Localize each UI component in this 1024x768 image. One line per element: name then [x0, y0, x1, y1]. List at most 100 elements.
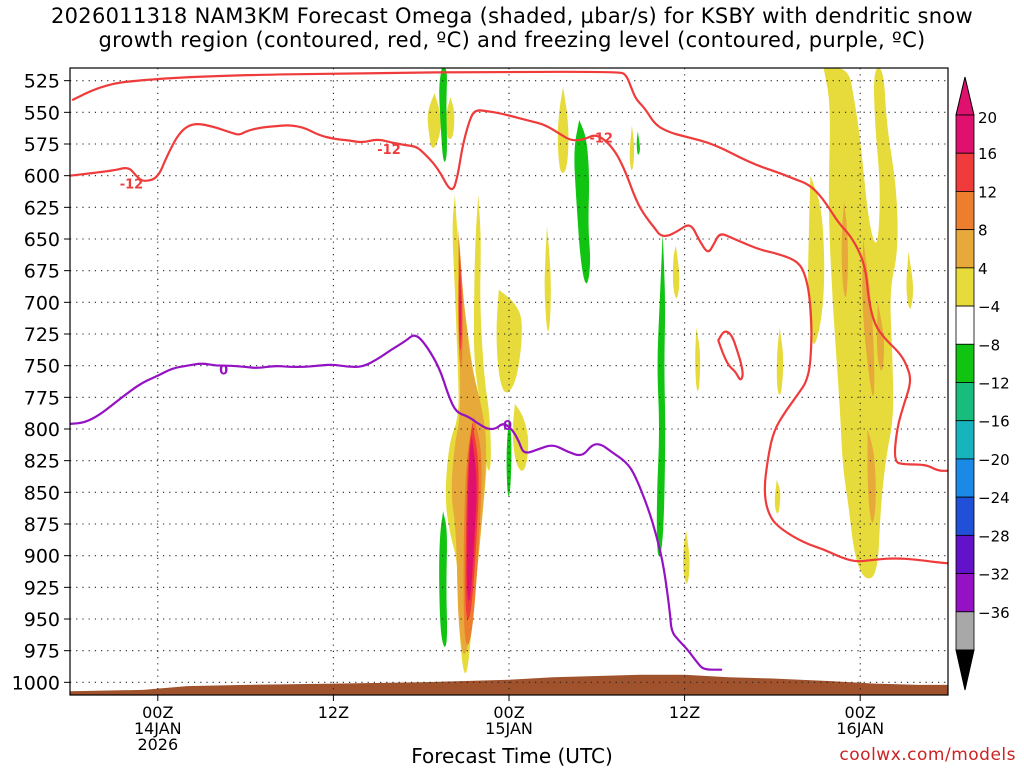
- colorbar-label-7: −12: [978, 375, 1010, 393]
- colorbar-swatch-11: [955, 534, 975, 574]
- contour-label-1: -12: [377, 143, 401, 158]
- omega-shade-4-8-1: [445, 97, 455, 140]
- x-tick-label-30-0: 00Z: [493, 703, 524, 722]
- omega-shade-4-8-12: [776, 327, 784, 395]
- colorbar: 20 16 12 8 4 −4 −8 −12 −16 −20 −24 −28 −32 −36: [955, 76, 1010, 691]
- omega-shade-4-8-0: [427, 93, 441, 148]
- y-tick-label-675: 675: [24, 261, 60, 283]
- omega-shade-4-8-3: [473, 194, 491, 471]
- x-tick-label-54-1: 16JAN: [836, 719, 884, 738]
- colorbar-swatch-7: [955, 382, 975, 422]
- colorbar-label-0: 20: [978, 109, 997, 127]
- colorbar-swatch-8: [955, 420, 975, 460]
- chart-title: 2026011318 NAM3KM Forecast Omega (shaded…: [0, 4, 1024, 52]
- colorbar-swatch-2: [955, 191, 975, 231]
- colorbar-swatch-5: [955, 305, 975, 345]
- y-tick-label-900: 900: [24, 546, 60, 568]
- contour-label-2: -12: [589, 132, 613, 147]
- colorbar-swatch-10: [955, 496, 975, 536]
- title-line-2: growth region (contoured, red, ºC) and f…: [98, 28, 926, 52]
- contour-0: [70, 109, 948, 565]
- contour-label-3: 0: [219, 363, 228, 378]
- y-tick-label-725: 725: [24, 324, 60, 346]
- y-tick-label-1000: 1000: [12, 672, 60, 694]
- colorbar-label-13: −36: [978, 604, 1010, 622]
- omega-shade->20-0: [459, 277, 461, 340]
- colorbar-label-6: −8: [978, 336, 1000, 354]
- colorbar-label-3: 8: [978, 222, 988, 240]
- colorbar-bottom-arrow: [955, 649, 975, 691]
- y-tick-label-550: 550: [24, 102, 60, 124]
- colorbar-swatch-1: [955, 152, 975, 192]
- contour-label-0: -12: [120, 177, 144, 192]
- gridlines-layer: [70, 68, 948, 695]
- colorbar-swatch-3: [955, 229, 975, 269]
- colorbar-label-9: −20: [978, 451, 1010, 469]
- colorbar-label-5: −4: [978, 298, 1000, 316]
- terrain: [70, 674, 948, 695]
- omega-shade-4-8-9: [672, 245, 680, 299]
- omega-shade-4-8-7: [557, 87, 569, 174]
- x-tick-label-54-0: 00Z: [845, 703, 876, 722]
- title-line-1: 2026011318 NAM3KM Forecast Omega (shaded…: [50, 4, 973, 28]
- y-tick-label-625: 625: [24, 197, 60, 219]
- colorbar-label-10: −24: [978, 489, 1010, 507]
- omega-shade--4--8-0: [439, 68, 447, 162]
- y-tick-label-700: 700: [24, 292, 60, 314]
- colorbar-label-1: 16: [978, 145, 997, 163]
- x-tick-label-6-1: 14JAN: [134, 719, 182, 738]
- omega-shade--4--8-5: [656, 232, 666, 556]
- colorbar-label-2: 12: [978, 183, 997, 201]
- omega-shade-4-8-16: [906, 251, 914, 309]
- contour-labels-layer: -12 -12 -12 0 0: [120, 132, 613, 435]
- contour-layer: [70, 70, 948, 671]
- y-tick-label-850: 850: [24, 482, 60, 504]
- colorbar-swatch-12: [955, 573, 975, 613]
- y-tick-label-950: 950: [24, 609, 60, 631]
- y-tick-label-875: 875: [24, 514, 60, 536]
- colorbar-swatch-13: [955, 611, 975, 651]
- y-tick-label-800: 800: [24, 419, 60, 441]
- colorbar-swatch-6: [955, 343, 975, 383]
- omega-shade-4-8-13: [774, 479, 781, 514]
- omega-shade->20-1: [466, 435, 477, 601]
- x-tick-label-6-0: 00Z: [142, 703, 173, 722]
- colorbar-swatch-4: [955, 267, 975, 307]
- omega-shade-8-12-4: [876, 302, 885, 371]
- credit-text: coolwx.com/models: [839, 745, 1016, 765]
- y-tick-label-575: 575: [24, 134, 60, 156]
- omega-shade-4-8-11: [683, 530, 690, 584]
- contour-2: [717, 330, 744, 381]
- x-axis-label: Forecast Time (UTC): [411, 744, 613, 768]
- y-tick-label-975: 975: [24, 641, 60, 663]
- y-tick-label-650: 650: [24, 229, 60, 251]
- omega-shade--4--8-4: [636, 131, 640, 155]
- y-tick-label-525: 525: [24, 71, 60, 93]
- colorbar-label-12: −32: [978, 566, 1010, 584]
- contour-3: [70, 334, 723, 671]
- y-tick-label-775: 775: [24, 387, 60, 409]
- colorbar-label-11: −28: [978, 527, 1010, 545]
- omega-shade--4--8-3: [574, 119, 591, 284]
- y-tick-label-750: 750: [24, 356, 60, 378]
- terrain-layer: [70, 674, 948, 695]
- omega-shade-8-12-2: [862, 239, 875, 397]
- contour-label-4: 0: [503, 419, 512, 434]
- contour-1: [71, 70, 948, 472]
- omega-shade-4-8-10: [695, 327, 701, 391]
- omega-shading-layer: [427, 68, 914, 674]
- omega-shade-4-8-8: [629, 125, 635, 171]
- omega-shade-8-12-3: [867, 429, 876, 523]
- x-tick-label-18-0: 12Z: [318, 703, 349, 722]
- x-tick-label-30-1: 15JAN: [485, 719, 533, 738]
- omega-shade--4--8-2: [506, 416, 512, 496]
- x-tick-label-42-0: 12Z: [669, 703, 700, 722]
- colorbar-top-arrow: [955, 76, 975, 116]
- colorbar-label-4: 4: [978, 260, 988, 278]
- omega-shade-8-12-1: [841, 201, 848, 298]
- axes-layer: 525 550 575 600 625 650 675 700 725 750 775 800 825 8…: [12, 71, 884, 754]
- omega-shade--4--8-1: [439, 511, 448, 647]
- colorbar-swatch-0: [955, 114, 975, 154]
- y-tick-label-600: 600: [24, 166, 60, 188]
